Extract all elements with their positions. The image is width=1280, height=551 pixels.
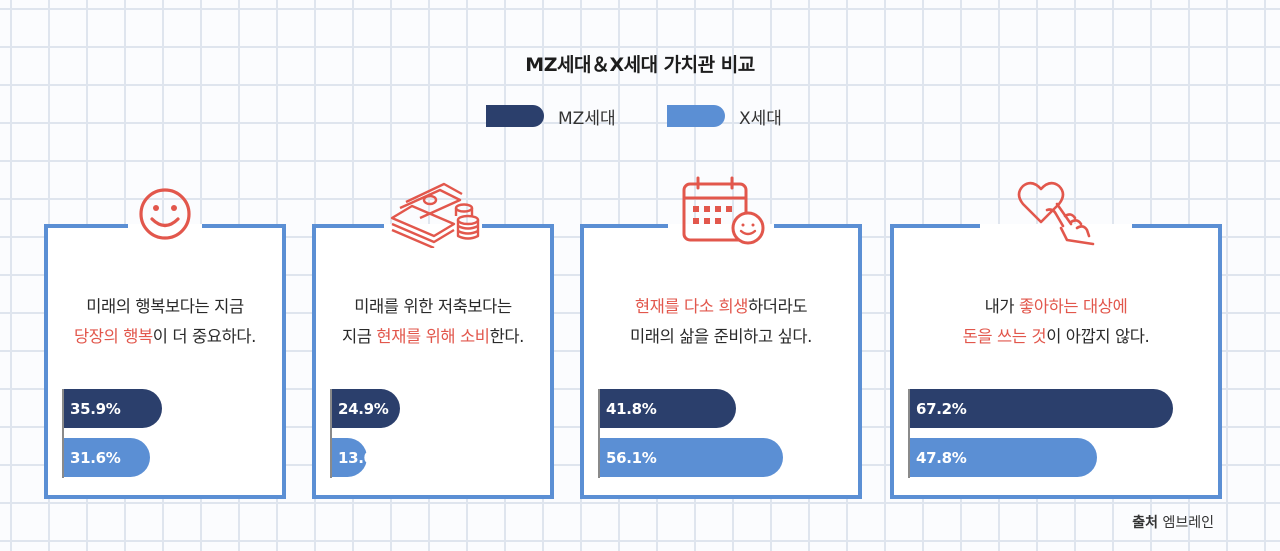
comparison-card-favorites: 내가 좋아하는 대상에 돈을 쓰는 것이 아깝지 않다. 67.2% 47.8% bbox=[890, 181, 1222, 499]
bar-label-mz: 67.2% bbox=[916, 399, 967, 418]
highlight-text: 좋아하는 대상에 bbox=[1019, 297, 1128, 316]
highlight-text: 현재를 다소 희생 bbox=[634, 297, 749, 316]
bar-x: 31.6% bbox=[64, 438, 150, 477]
bar-group: 35.9% 31.6% bbox=[62, 389, 268, 479]
bar-mz: 41.8% bbox=[600, 389, 736, 428]
statement-text: 미래를 위한 저축보다는 bbox=[354, 297, 512, 316]
highlight-text: 당장의 행복 bbox=[74, 327, 153, 346]
comparison-card-happiness: 미래의 행복보다는 지금 당장의 행복이 더 중요하다. 35.9% 31.6% bbox=[44, 188, 286, 499]
bar-axis bbox=[908, 389, 910, 478]
statement-line-2: 지금 현재를 위해 소비한다. bbox=[316, 322, 550, 352]
bar-group: 24.9% 13.0% bbox=[330, 389, 536, 479]
statement-text: 지금 bbox=[342, 327, 377, 346]
legend-item-mz: MZ세대 bbox=[486, 102, 616, 130]
bar-label-x: 56.1% bbox=[606, 448, 657, 467]
bar-x: 13.0% bbox=[332, 438, 389, 477]
statement-text: 한다. bbox=[489, 327, 525, 346]
bar-axis bbox=[330, 389, 332, 478]
bar-x: 47.8% bbox=[910, 438, 1097, 477]
statement-line-1: 내가 좋아하는 대상에 bbox=[894, 292, 1218, 322]
legend-label-mz: MZ세대 bbox=[558, 108, 616, 129]
source-note: 출처 엠브레인 bbox=[1132, 512, 1214, 532]
statement-line-2: 미래의 삶을 준비하고 싶다. bbox=[584, 322, 858, 352]
statement-text: 이 아깝지 않다. bbox=[1046, 327, 1150, 346]
legend-item-x: X세대 bbox=[667, 102, 782, 130]
legend-label-x: X세대 bbox=[739, 108, 782, 129]
source-label: 출처 bbox=[1132, 515, 1159, 531]
statement-text: 내가 bbox=[984, 297, 1020, 316]
statement-text: 하더라도 bbox=[748, 297, 808, 316]
highlight-text: 현재를 위해 소비 bbox=[376, 327, 490, 346]
bar-axis bbox=[62, 389, 64, 478]
bar-label-mz: 24.9% bbox=[338, 399, 389, 418]
chart-title: MZ세대＆X세대 가치관 비교 bbox=[525, 54, 755, 76]
calendar-smile-icon bbox=[666, 174, 776, 248]
bar-label-x: 31.6% bbox=[70, 448, 121, 467]
statement-line-2: 돈을 쓰는 것이 아깝지 않다. bbox=[894, 322, 1218, 352]
bar-group: 67.2% 47.8% bbox=[908, 389, 1204, 479]
card-statement: 현재를 다소 희생하더라도 미래의 삶을 준비하고 싶다. bbox=[584, 292, 858, 352]
bar-mz: 24.9% bbox=[332, 389, 400, 428]
statement-text: 이 더 중요하다. bbox=[152, 327, 257, 346]
comparison-card-spending: 미래를 위한 저축보다는 지금 현재를 위해 소비한다. 24.9% 13.0% bbox=[312, 182, 554, 499]
heart-hand-icon bbox=[1001, 174, 1111, 248]
bar-label-mz: 35.9% bbox=[70, 399, 121, 418]
bar-group: 41.8% 56.1% bbox=[598, 389, 844, 479]
card-statement: 내가 좋아하는 대상에 돈을 쓰는 것이 아깝지 않다. bbox=[894, 292, 1218, 352]
comparison-card-future: 현재를 다소 희생하더라도 미래의 삶을 준비하고 싶다. 41.8% 56.1… bbox=[580, 176, 862, 499]
bar-mz: 35.9% bbox=[64, 389, 162, 428]
bar-label-mz: 41.8% bbox=[606, 399, 657, 418]
legend-swatch-mz bbox=[486, 105, 544, 127]
bar-mz: 67.2% bbox=[910, 389, 1173, 428]
legend-swatch-x bbox=[667, 105, 725, 127]
source-name: 엠브레인 bbox=[1162, 515, 1214, 531]
statement-line-2: 당장의 행복이 더 중요하다. bbox=[48, 322, 282, 352]
highlight-text: 돈을 쓰는 것 bbox=[962, 327, 1047, 346]
smiley-face-icon bbox=[110, 174, 220, 248]
card-statement: 미래를 위한 저축보다는 지금 현재를 위해 소비한다. bbox=[316, 292, 550, 352]
statement-line-1: 미래를 위한 저축보다는 bbox=[316, 292, 550, 322]
statement-text: 미래의 삶을 준비하고 싶다. bbox=[630, 327, 812, 346]
statement-text: 미래의 행복보다는 지금 bbox=[86, 297, 244, 316]
statement-line-1: 현재를 다소 희생하더라도 bbox=[584, 292, 858, 322]
bar-label-x: 47.8% bbox=[916, 448, 967, 467]
card-statement: 미래의 행복보다는 지금 당장의 행복이 더 중요하다. bbox=[48, 292, 282, 352]
money-stack-icon bbox=[378, 174, 488, 248]
statement-line-1: 미래의 행복보다는 지금 bbox=[48, 292, 282, 322]
bar-label-x: 13.0% bbox=[338, 448, 389, 467]
bar-axis bbox=[598, 389, 600, 478]
bar-x: 56.1% bbox=[600, 438, 783, 477]
